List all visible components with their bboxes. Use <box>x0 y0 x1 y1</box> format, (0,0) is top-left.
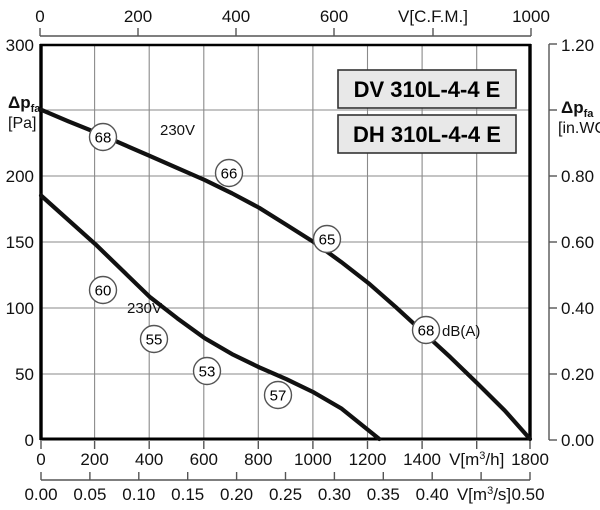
curve-dv-310l <box>38 107 533 442</box>
bottom2-tick-015: 0.15 <box>171 485 204 504</box>
bottom-axis-m3s: 0.00 0.05 0.10 0.15 0.20 0.25 0.30 0.35 … <box>24 472 545 504</box>
marker-dv-66: 66 <box>214 158 244 188</box>
bottom2-tick-020: 0.20 <box>220 485 253 504</box>
curve-dh-310l <box>38 193 382 442</box>
bottom-axis-unit-m3h: V[m3/h] <box>449 450 504 469</box>
left-axis-title-sub: fa <box>31 103 42 115</box>
marker-label: 66 <box>221 166 238 183</box>
bottom-tick-1200: 1200 <box>349 450 387 469</box>
model-badge-dv-label: DV 310L-4-4 E <box>354 77 501 102</box>
left-tick-200: 200 <box>6 167 34 186</box>
plot-frame <box>39 43 532 441</box>
bottom-axis-m3h: 0 200 400 600 800 1000 1200 1400 V[m3/h]… <box>36 441 549 469</box>
marker-label: 68 <box>95 130 112 147</box>
right-tick-040: 0.40 <box>561 299 594 318</box>
bottom2-tick-040: 0.40 <box>416 485 449 504</box>
bottom-tick-600: 600 <box>190 450 218 469</box>
bottom-tick-1400: 1400 <box>403 450 441 469</box>
model-badge-dh: DH 310L-4-4 E <box>337 114 517 154</box>
top-tick-200: 200 <box>124 7 152 26</box>
left-axis-title: Δpfa <box>8 93 41 115</box>
marker-label: 55 <box>146 332 163 349</box>
bottom2-tick-000: 0.00 <box>24 485 57 504</box>
top-tick-1000: 1000 <box>512 7 550 26</box>
bottom2-tick-010: 0.10 <box>122 485 155 504</box>
right-tick-060: 0.60 <box>561 233 594 252</box>
left-tick-300: 300 <box>6 36 34 55</box>
bottom2-tick-050: 0.50 <box>511 485 544 504</box>
marker-dh-57: 57 <box>263 380 293 410</box>
left-tick-150: 150 <box>6 233 34 252</box>
bottom2-tick-005: 0.05 <box>73 485 106 504</box>
left-axis-title-symbol: Δp <box>8 93 31 112</box>
bottom2-tick-035: 0.35 <box>367 485 400 504</box>
bottom-tick-800: 800 <box>244 450 272 469</box>
marker-dv-68-low: 68 <box>88 122 118 152</box>
voltage-label-dv: 230V <box>160 122 195 139</box>
bottom2-tick-025: 0.25 <box>269 485 302 504</box>
top-tick-400: 400 <box>222 7 250 26</box>
bottom-axis-unit-m3s: V[m3/s] <box>457 485 511 504</box>
bottom-tick-0: 0 <box>36 450 45 469</box>
marker-dh-55: 55 <box>139 324 169 354</box>
right-tick-120: 1.20 <box>561 36 594 55</box>
left-axis: 300 200 150 100 50 0 Δpfa [Pa] <box>6 36 42 450</box>
marker-label: 68 <box>418 323 435 340</box>
marker-label: 65 <box>319 232 336 249</box>
grid-lines <box>40 44 531 440</box>
top-tick-0: 0 <box>35 7 44 26</box>
marker-label: 60 <box>95 283 112 300</box>
right-axis-unit: [in.WG] <box>558 120 600 137</box>
marker-label: 57 <box>270 388 287 405</box>
right-axis-title-symbol: Δp <box>561 98 584 117</box>
model-badge-dh-label: DH 310L-4-4 E <box>353 122 501 147</box>
top-tick-600: 600 <box>320 7 348 26</box>
right-axis: 1.20 0.80 0.60 0.40 0.20 0.00 Δpfa [in.W… <box>548 36 600 450</box>
right-tick-020: 0.20 <box>561 365 594 384</box>
left-tick-100: 100 <box>6 299 34 318</box>
bottom-tick-200: 200 <box>80 450 108 469</box>
bottom-tick-400: 400 <box>135 450 163 469</box>
bottom-tick-1000: 1000 <box>294 450 332 469</box>
db-unit-label: dB(A) <box>442 323 480 340</box>
marker-dh-53: 53 <box>192 356 222 386</box>
left-tick-0: 0 <box>25 431 34 450</box>
left-axis-unit: [Pa] <box>8 115 36 132</box>
bottom-tick-1800: 1800 <box>511 450 549 469</box>
marker-dv-68-high: 68 <box>411 315 441 345</box>
right-tick-080: 0.80 <box>561 167 594 186</box>
top-axis: 0 200 400 600 V[C.F.M.] 1000 <box>35 7 550 37</box>
marker-dv-65: 65 <box>312 224 342 254</box>
model-badge-dv: DV 310L-4-4 E <box>337 69 517 109</box>
voltage-label-dh: 230V <box>127 300 162 317</box>
right-tick-000: 0.00 <box>561 431 594 450</box>
left-tick-50: 50 <box>15 365 34 384</box>
marker-label: 53 <box>199 364 216 381</box>
bottom2-tick-030: 0.30 <box>318 485 351 504</box>
right-axis-title: Δpfa <box>561 98 594 120</box>
top-axis-unit-label: V[C.F.M.] <box>398 7 468 26</box>
marker-dh-60: 60 <box>88 275 118 305</box>
right-axis-title-sub: fa <box>584 108 595 120</box>
